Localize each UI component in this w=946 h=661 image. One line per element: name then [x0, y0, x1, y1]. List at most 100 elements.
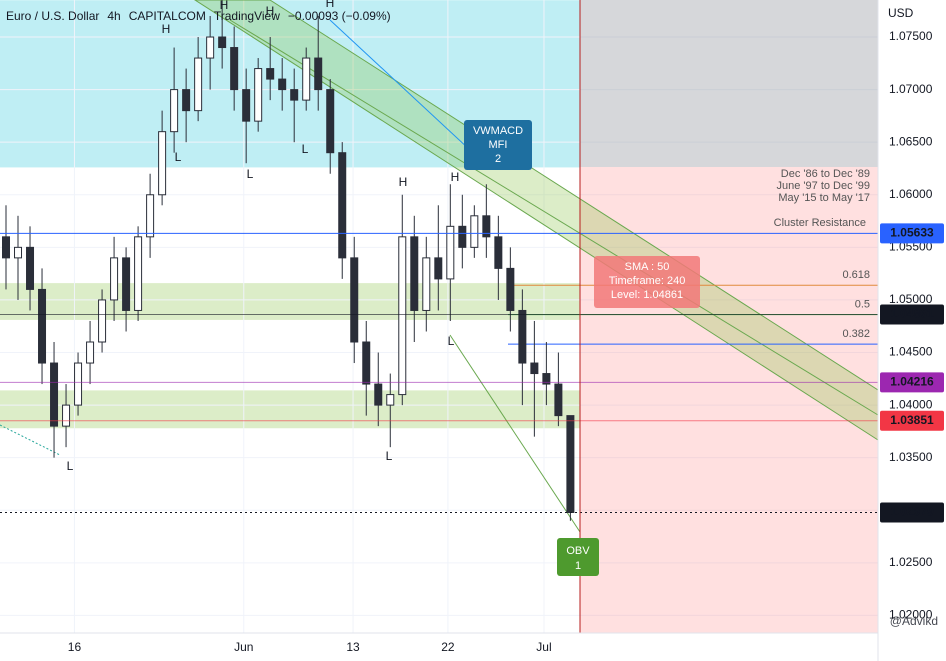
trend-line [329, 19, 471, 151]
price-tag-label: 1.02979 [890, 505, 934, 519]
candle-body [110, 257, 119, 301]
y-tick-label: 1.02500 [889, 555, 933, 569]
zone [0, 390, 580, 429]
x-tick-label: Jun [234, 640, 253, 654]
candle-body [26, 246, 35, 290]
candle-body [158, 131, 167, 196]
candle-body [494, 236, 503, 269]
candle-body [374, 383, 383, 406]
zone [0, 283, 580, 320]
callout-box [557, 538, 599, 576]
pivot-label: L [175, 150, 182, 164]
candle-body [326, 89, 335, 154]
x-tick-label: 22 [441, 640, 455, 654]
pivot-label: L [448, 334, 455, 348]
callout-sma: SMA : 50 Timeframe: 240 Level: 1.04861 [594, 256, 700, 308]
note: Dec '86 to Dec '89 [781, 168, 870, 180]
price-tag [880, 372, 944, 393]
price-tag [880, 223, 944, 244]
symbol: Euro / U.S. Dollar [6, 9, 99, 23]
interval: 4h [107, 9, 120, 23]
callout-box [594, 256, 700, 308]
currency: USD [888, 6, 914, 20]
price-tag [880, 304, 944, 325]
price-tag-label: 1.03851 [890, 413, 934, 427]
pivot-label: L [302, 142, 309, 156]
change: −0.00093 (−0.09%) [288, 9, 391, 23]
candle-body [134, 236, 143, 311]
candle-body [542, 373, 551, 385]
future-zone-pink [580, 167, 878, 633]
y-tick-label: 1.02000 [889, 608, 933, 622]
candle-body [362, 341, 371, 385]
candle-body [434, 257, 443, 280]
fib-label: 0.5 [855, 299, 870, 311]
trend-line [0, 424, 61, 456]
callout-text: MFI [489, 139, 508, 151]
candle-body [506, 267, 515, 311]
candle-body [530, 362, 539, 375]
candle-body [218, 36, 227, 49]
y-tick-label: 1.06500 [889, 134, 933, 148]
candle-body [242, 89, 251, 122]
callout-text: Level: 1.04861 [611, 289, 683, 301]
y-tick-label: 1.04000 [889, 397, 933, 411]
candle-body [482, 215, 491, 238]
candle-body [86, 341, 95, 364]
y-tick-label: 1.04500 [889, 345, 933, 359]
candle-body [122, 257, 131, 311]
candle-body [350, 257, 359, 343]
candle-body [290, 89, 299, 101]
y-tick-label: 1.06000 [889, 187, 933, 201]
callout-text: 2 [495, 153, 501, 165]
y-tick-label: 1.07500 [889, 29, 933, 43]
price-tag [880, 410, 944, 431]
candle-body [338, 152, 347, 259]
callout-vwmacd: VWMACD MFI 2 [464, 120, 532, 170]
source: CAPITALCOM [129, 9, 206, 23]
x-tick-label: 16 [68, 640, 82, 654]
future-zone-gray [580, 0, 878, 167]
candle-body [278, 78, 287, 91]
callout-text: SMA : 50 [625, 261, 670, 273]
candle-body [38, 288, 47, 364]
note: May '15 to May '17 [778, 192, 870, 204]
candle-body [62, 404, 71, 427]
candle-body [182, 89, 191, 112]
fib-label: 0.618 [842, 269, 870, 281]
candle-body [446, 225, 455, 280]
candle-body [302, 57, 311, 101]
x-tick-label: Jul [536, 640, 551, 654]
pivot-label: H [162, 22, 171, 36]
pivot-label: H [220, 0, 229, 12]
pivot-label: L [386, 449, 393, 463]
pivot-label: H [326, 0, 335, 10]
candle-body [230, 47, 239, 91]
fib-label: 0.382 [842, 328, 870, 340]
price-tag-label: 1.05633 [890, 226, 934, 240]
pivot-label: H [451, 170, 460, 184]
candle-body [170, 89, 179, 133]
plot [0, 0, 878, 521]
pivot-label: L [247, 167, 254, 181]
candle-body [74, 362, 83, 406]
candle-body [206, 36, 215, 59]
candle-body [410, 236, 419, 311]
watermark: @Advikd [890, 614, 938, 628]
candle-body [398, 236, 407, 396]
channel-mid [229, 19, 879, 416]
candle-body [386, 394, 395, 406]
callout-box [464, 120, 532, 170]
note-block: Dec '86 to Dec '89 June '97 to Dec '99 M… [774, 168, 870, 229]
pivot-label: H [399, 175, 408, 189]
candle-body [518, 309, 527, 364]
candle-body [146, 194, 155, 238]
callout-text: OBV [566, 545, 590, 557]
callout-text: 1 [575, 560, 581, 572]
candle-body [470, 215, 479, 248]
candle-body [50, 362, 59, 427]
y-tick-label: 1.03500 [889, 450, 933, 464]
candle-body [2, 236, 11, 259]
y-tick-label: 1.05000 [889, 292, 933, 306]
